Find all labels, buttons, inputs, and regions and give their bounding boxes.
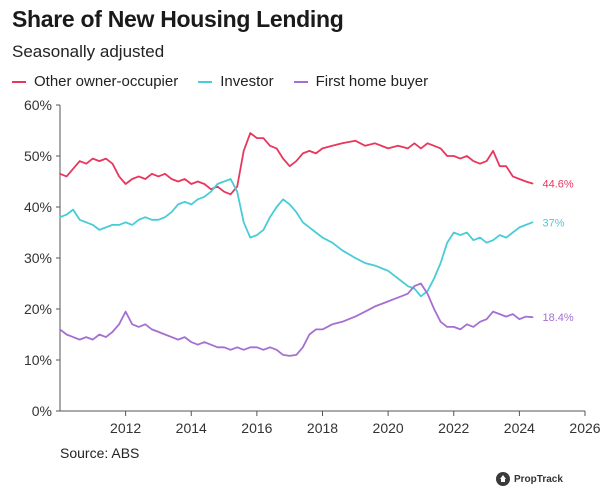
chart-axes: 0% 10% 20% 30% 40% 50% 60% 2012 2014 2016 2018 2020… (24, 97, 600, 436)
legend-label-other-owner-occupier: Other owner-occupier (34, 73, 179, 90)
legend-swatch-investor (198, 80, 213, 83)
brand-logo: PropTrack (496, 472, 563, 486)
chart-series (59, 132, 534, 357)
x-tick-label: 2018 (307, 420, 338, 436)
series-line-first-home-buyer (59, 282, 534, 357)
series-line-other-owner-occupier (59, 132, 534, 196)
chart-title: Share of New Housing Lending (12, 6, 344, 32)
brand-name: PropTrack (514, 473, 563, 485)
chart-subtitle: Seasonally adjusted (12, 42, 165, 61)
y-tick-label: 50% (24, 148, 52, 164)
x-tick-label: 2020 (373, 420, 404, 436)
end-label-first-home-buyer: 18.4% (543, 312, 574, 324)
y-tick-label: 10% (24, 352, 52, 368)
chart-legend: Other owner-occupier Investor First home… (12, 73, 448, 90)
y-tick-label: 0% (32, 403, 52, 419)
x-tick-label: 2022 (438, 420, 469, 436)
legend-item-investor: Investor (198, 73, 274, 90)
legend-item-first-home-buyer: First home buyer (293, 73, 429, 90)
chart-source: Source: ABS (60, 445, 140, 461)
y-tick-label: 30% (24, 250, 52, 266)
legend-item-other-owner-occupier: Other owner-occupier (12, 73, 178, 90)
x-tick-label: 2024 (504, 420, 535, 436)
legend-label-investor: Investor (220, 73, 274, 90)
series-line-investor (59, 178, 534, 298)
legend-swatch-other-owner-occupier (12, 80, 26, 83)
proptrack-logo-icon (496, 472, 510, 486)
y-tick-label: 20% (24, 301, 52, 317)
x-tick-label: 2012 (110, 420, 141, 436)
y-tick-label: 60% (24, 97, 52, 113)
x-tick-label: 2026 (569, 420, 600, 436)
y-tick-label: 40% (24, 199, 52, 215)
end-label-other-owner-occupier: 44.6% (543, 179, 574, 191)
end-label-investor: 37% (543, 217, 565, 229)
chart-end-labels: 44.6% 37% 18.4% (543, 179, 574, 325)
legend-label-first-home-buyer: First home buyer (315, 73, 429, 90)
legend-swatch-first-home-buyer (293, 80, 308, 83)
x-tick-label: 2016 (241, 420, 272, 436)
x-tick-label: 2014 (176, 420, 207, 436)
